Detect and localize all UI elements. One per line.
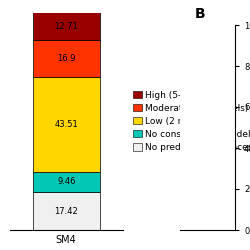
Bar <box>32 77 100 172</box>
Text: 43.51: 43.51 <box>54 120 78 129</box>
Text: 16.9: 16.9 <box>57 54 76 63</box>
Bar <box>32 172 100 192</box>
Text: B: B <box>195 8 205 22</box>
Bar <box>32 40 100 77</box>
Text: 12.71: 12.71 <box>54 22 78 31</box>
Text: 9.46: 9.46 <box>57 177 76 186</box>
Bar <box>32 12 100 40</box>
Text: 17.42: 17.42 <box>54 206 78 216</box>
Legend: High (5-7 models), Moderate (3-4 models), Low (2 models), No consensus (1 model): High (5-7 models), Moderate (3-4 models)… <box>133 90 250 152</box>
Bar <box>32 192 100 230</box>
